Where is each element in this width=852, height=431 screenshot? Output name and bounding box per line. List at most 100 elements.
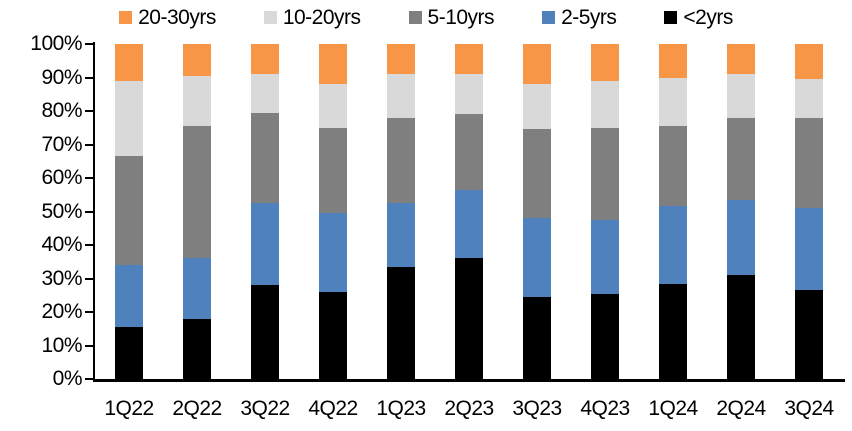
bar-segment-20-30yrs-4q22: [319, 44, 347, 85]
bar-segment-2-5yrs-4q22: [319, 213, 347, 292]
bar-column-3q24: [795, 44, 823, 379]
bar-segment-5-10yrs-2q22: [183, 126, 211, 259]
bar-segment-2-5yrs-3q22: [251, 203, 279, 286]
bar-segment-lt-2yrs-3q22: [251, 285, 279, 379]
bar-segment-lt-2yrs-4q23: [591, 293, 619, 379]
y-axis-tick: [85, 277, 95, 280]
x-axis-labels: 1Q22 2Q22 3Q22 4Q22 1Q23 2Q23 3Q23 4Q23 1Q24 2Q24…: [95, 397, 843, 421]
y-axis-tick-label: 50%: [41, 199, 82, 223]
bar-segment-10-20yrs-2q24: [727, 74, 755, 118]
bar-segment-5-10yrs-1q24: [659, 126, 687, 207]
bar-column-1q24: [659, 44, 687, 379]
bar-segment-lt-2yrs-3q24: [795, 290, 823, 379]
legend-label: 20-30yrs: [138, 5, 216, 29]
legend-swatch-20-30yrs-icon: [119, 10, 133, 24]
y-axis-tick: [85, 43, 95, 45]
x-axis-label-2q24: 2Q24: [716, 397, 766, 420]
bar-segment-10-20yrs-3q22: [251, 74, 279, 113]
legend-label: 5-10yrs: [427, 5, 495, 29]
bar-segment-lt-2yrs-1q24: [659, 283, 687, 379]
y-axis-tick: [85, 177, 95, 179]
x-axis-label-2q23: 2Q23: [444, 397, 494, 420]
bar-segment-2-5yrs-1q23: [387, 203, 415, 267]
x-axis-label-2q22: 2Q22: [172, 397, 222, 420]
bar-segment-5-10yrs-2q23: [455, 114, 483, 190]
bar-segment-5-10yrs-4q23: [591, 127, 619, 220]
bar-segment-20-30yrs-1q22: [115, 44, 143, 81]
bar-segment-2-5yrs-2q22: [183, 258, 211, 319]
x-axis-label-3q22: 3Q22: [240, 397, 290, 420]
y-axis-tick-label: 0%: [52, 367, 83, 390]
bar-column-2q22: [183, 44, 211, 379]
bar-segment-10-20yrs-4q23: [591, 80, 619, 128]
y-axis-tick: [85, 378, 95, 380]
y-axis-tick-label: 90%: [41, 65, 82, 89]
bar-column-2q23: [455, 44, 483, 379]
bar-segment-2-5yrs-1q24: [659, 206, 687, 284]
y-axis-tick-label: 100%: [30, 32, 82, 55]
bar-segment-20-30yrs-3q23: [523, 44, 551, 85]
bar-segment-lt-2yrs-1q22: [115, 327, 143, 379]
legend-item-2-5yrs: 2-5yrs: [542, 7, 617, 28]
legend-item-20-30yrs: 20-30yrs: [119, 7, 216, 28]
bar-segment-20-30yrs-2q22: [183, 44, 211, 76]
y-axis-tick-label: 80%: [41, 99, 82, 122]
legend-swatch-2-5yrs-icon: [542, 10, 556, 24]
bar-segment-2-5yrs-1q22: [115, 265, 143, 328]
bar-segment-5-10yrs-2q24: [727, 117, 755, 200]
bar-segment-10-20yrs-2q23: [455, 74, 483, 115]
bar-segment-10-20yrs-4q22: [319, 84, 347, 128]
x-axis-label-3q24: 3Q24: [784, 397, 834, 420]
y-axis-tick: [85, 344, 95, 347]
bar-column-3q23: [523, 44, 551, 379]
legend-label: 10-20yrs: [282, 5, 361, 29]
y-axis-tick: [85, 76, 95, 79]
bar-segment-5-10yrs-4q22: [319, 127, 347, 214]
chart-legend: 20-30yrs 10-20yrs 5-10yrs 2-5yrs <2yrs: [0, 3, 852, 31]
bar-column-3q22: [251, 44, 279, 379]
plot-area: [95, 44, 843, 379]
bar-segment-2-5yrs-3q24: [795, 208, 823, 291]
legend-label: <2yrs: [683, 5, 733, 29]
y-axis-tick-label: 10%: [41, 333, 82, 357]
x-axis-label-3q23: 3Q23: [512, 397, 562, 420]
bar-segment-10-20yrs-1q23: [387, 74, 415, 118]
bar-segment-lt-2yrs-2q22: [183, 318, 211, 379]
x-axis-label-4q22: 4Q22: [308, 397, 358, 420]
y-axis-tick-label: 30%: [41, 266, 82, 290]
legend-swatch-5-10yrs-icon: [408, 10, 422, 24]
bar-segment-20-30yrs-3q24: [795, 44, 823, 80]
bar-segment-5-10yrs-3q24: [795, 117, 823, 209]
bar-segment-lt-2yrs-2q24: [727, 275, 755, 379]
bar-segment-2-5yrs-2q24: [727, 199, 755, 276]
y-axis-tick: [85, 210, 95, 213]
bar-segment-5-10yrs-3q22: [251, 112, 279, 204]
bar-segment-20-30yrs-1q23: [387, 44, 415, 75]
bar-segment-lt-2yrs-3q23: [523, 296, 551, 379]
bar-segment-2-5yrs-3q23: [523, 218, 551, 297]
y-axis-tick-label: 70%: [41, 132, 82, 156]
bar-segment-20-30yrs-2q24: [727, 44, 755, 75]
bar-segment-2-5yrs-2q23: [455, 189, 483, 259]
legend-item-5-10yrs: 5-10yrs: [408, 5, 495, 29]
bar-segment-lt-2yrs-4q22: [319, 291, 347, 379]
y-axis-tick: [85, 110, 95, 112]
bar-segment-2-5yrs-4q23: [591, 219, 619, 294]
bar-segment-lt-2yrs-1q23: [387, 266, 415, 379]
bar-column-4q22: [319, 44, 347, 379]
y-axis-tick: [85, 311, 95, 313]
bar-segment-10-20yrs-3q23: [523, 84, 551, 130]
bar-segment-20-30yrs-2q23: [455, 44, 483, 75]
y-axis-tick-label: 20%: [41, 300, 82, 323]
y-axis-tick-label: 60%: [41, 166, 82, 189]
bar-segment-5-10yrs-1q23: [387, 117, 415, 204]
bar-segment-10-20yrs-1q22: [115, 80, 143, 157]
legend-item-lt-2yrs: <2yrs: [664, 5, 733, 29]
bar-segment-10-20yrs-1q24: [659, 77, 687, 127]
x-axis-label-1q24: 1Q24: [648, 397, 698, 420]
bar-segment-5-10yrs-1q22: [115, 156, 143, 266]
bar-segment-lt-2yrs-2q23: [455, 258, 483, 379]
bar-segment-20-30yrs-3q22: [251, 44, 279, 75]
bar-segment-20-30yrs-4q23: [591, 44, 619, 81]
